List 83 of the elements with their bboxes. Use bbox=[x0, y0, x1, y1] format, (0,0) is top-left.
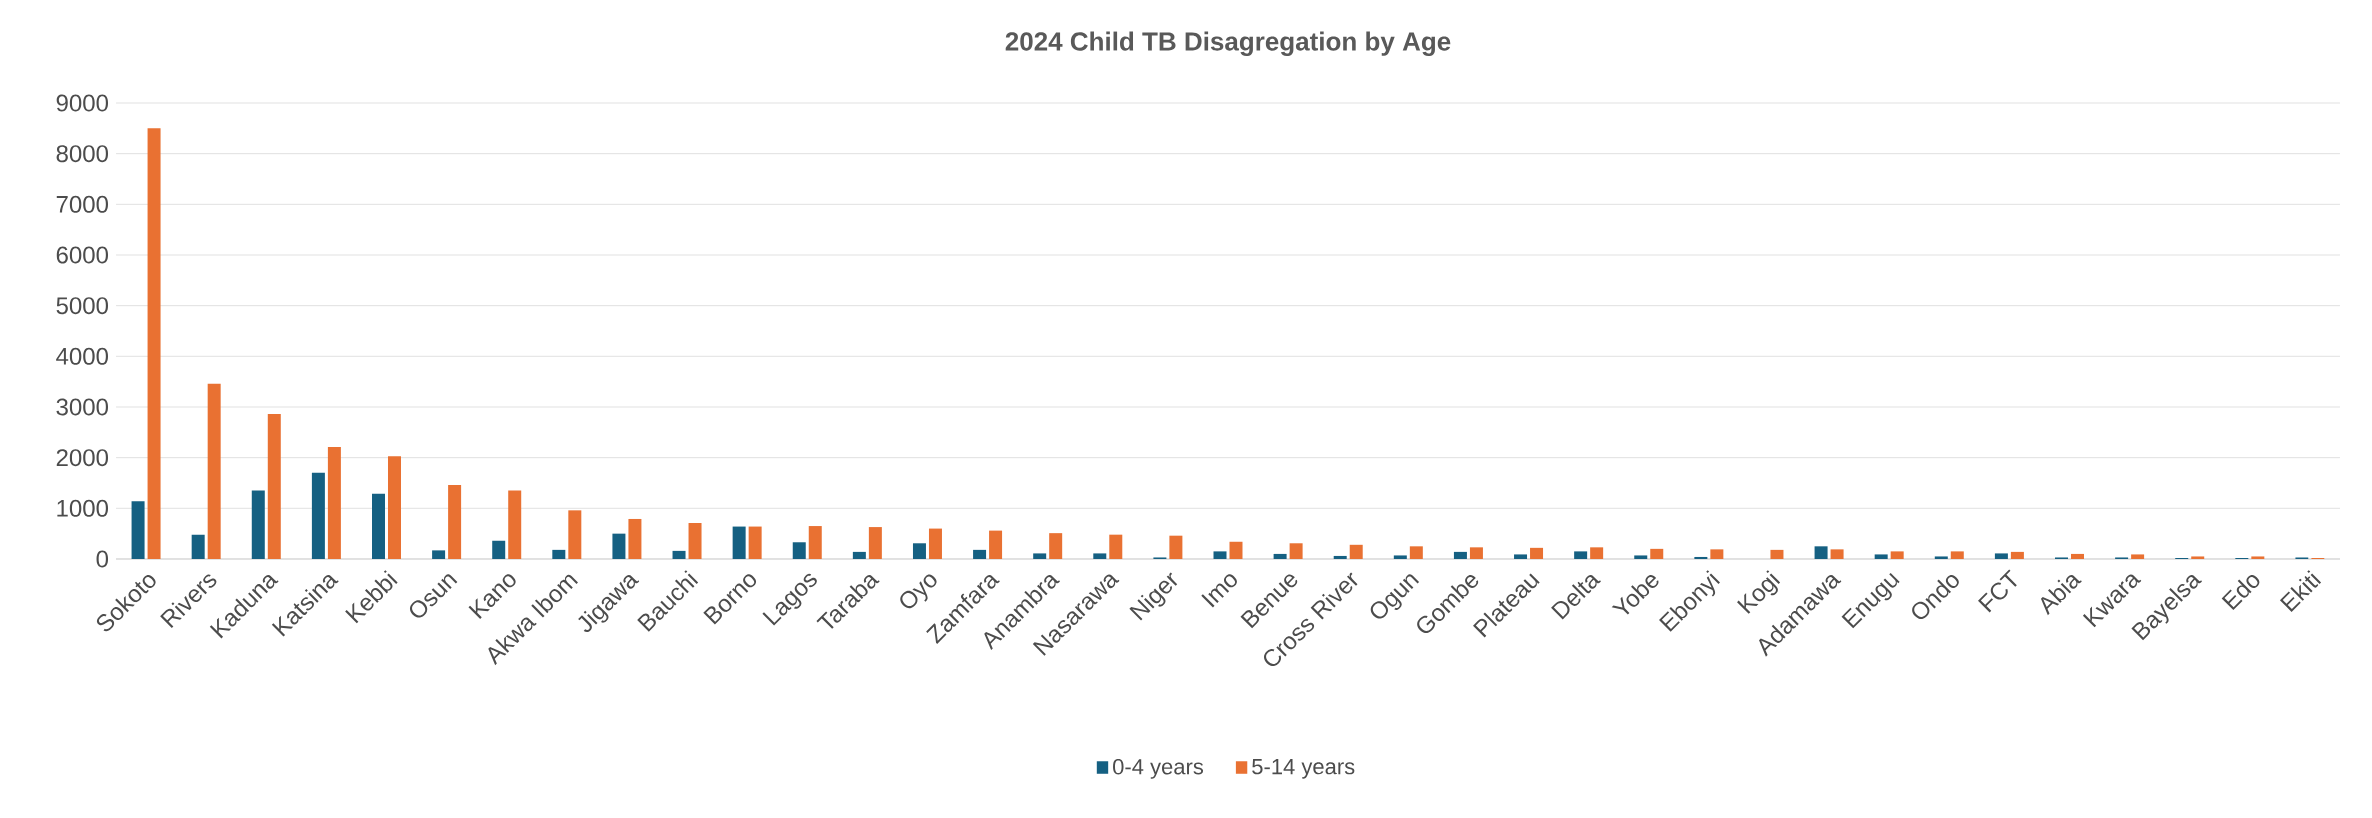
y-tick-label: 1000 bbox=[57, 499, 109, 517]
chart-title: 2024 Child TB Disagregation by Age bbox=[1005, 31, 1451, 56]
bar bbox=[372, 493, 385, 559]
bar bbox=[1890, 551, 1904, 559]
bar bbox=[2010, 551, 2024, 559]
bar bbox=[1530, 547, 1544, 559]
bar bbox=[1710, 549, 1724, 559]
bar bbox=[432, 550, 446, 559]
bar bbox=[1333, 555, 1347, 559]
bar bbox=[1169, 535, 1183, 559]
bar bbox=[568, 510, 582, 559]
y-tick-label: 7000 bbox=[56, 195, 109, 213]
bar bbox=[1574, 551, 1588, 559]
legend-label: 5-14 years bbox=[1252, 759, 1355, 779]
bar bbox=[989, 530, 1003, 559]
bar bbox=[2251, 556, 2265, 559]
bar bbox=[508, 490, 522, 559]
bar bbox=[207, 383, 221, 559]
bar bbox=[552, 549, 566, 559]
bar bbox=[1469, 547, 1483, 559]
bar bbox=[311, 472, 325, 559]
bar bbox=[1109, 534, 1123, 559]
bar bbox=[792, 542, 806, 559]
bar bbox=[448, 485, 462, 559]
y-tick-label: 3000 bbox=[56, 398, 109, 416]
bar bbox=[1770, 549, 1784, 559]
bar bbox=[1349, 544, 1363, 559]
bar bbox=[2191, 556, 2205, 559]
bar bbox=[1213, 551, 1227, 559]
y-tick-label: 6000 bbox=[56, 246, 109, 264]
y-tick-label: 2000 bbox=[56, 449, 109, 467]
bar bbox=[912, 543, 926, 559]
bar bbox=[147, 128, 161, 559]
bar bbox=[327, 447, 341, 559]
bar bbox=[1830, 549, 1844, 559]
bar bbox=[492, 540, 506, 559]
bar bbox=[928, 528, 942, 559]
bar bbox=[1093, 553, 1107, 559]
bar bbox=[1650, 548, 1664, 559]
bar bbox=[1874, 554, 1888, 559]
bar bbox=[808, 526, 822, 559]
bar bbox=[1590, 547, 1604, 559]
bar bbox=[612, 533, 626, 559]
bar bbox=[1453, 551, 1467, 559]
bar bbox=[191, 534, 205, 559]
bar bbox=[852, 551, 866, 559]
y-tick-label: 8000 bbox=[56, 145, 109, 163]
bar bbox=[1994, 553, 2008, 559]
bar bbox=[1049, 533, 1063, 559]
bar bbox=[672, 550, 686, 559]
bar bbox=[1814, 546, 1828, 559]
bar bbox=[1934, 556, 1948, 559]
y-tick-label: 4000 bbox=[56, 347, 109, 365]
bar bbox=[388, 456, 401, 559]
bar bbox=[131, 501, 145, 559]
bar bbox=[1634, 555, 1648, 559]
bar bbox=[1229, 541, 1243, 559]
x-tick-label: Abia bbox=[2040, 575, 2082, 616]
bar bbox=[1273, 553, 1287, 559]
bar bbox=[2071, 553, 2085, 559]
bar bbox=[688, 523, 702, 559]
legend-label: 0-4 years bbox=[1113, 758, 1204, 779]
bar bbox=[732, 526, 746, 559]
y-tick-label: 9000 bbox=[56, 94, 109, 112]
bar bbox=[1950, 551, 1964, 559]
x-tick-label: Imo bbox=[1201, 574, 1237, 608]
y-tick-label: 0 bbox=[96, 550, 109, 568]
y-tick-label: 5000 bbox=[56, 297, 109, 315]
bar bbox=[868, 527, 882, 559]
bar bbox=[1393, 555, 1407, 559]
x-tick-label: Yobe bbox=[1611, 575, 1659, 615]
bar bbox=[628, 518, 642, 559]
bar bbox=[2131, 554, 2145, 559]
bar bbox=[973, 549, 987, 559]
bar bbox=[1514, 554, 1528, 559]
bar bbox=[267, 414, 281, 559]
bar bbox=[251, 490, 265, 559]
bar bbox=[1694, 556, 1708, 559]
bar bbox=[1409, 546, 1423, 559]
bar bbox=[1289, 543, 1303, 559]
bar bbox=[1033, 553, 1047, 559]
bar bbox=[748, 526, 762, 559]
x-tick-label: Edo bbox=[2221, 574, 2260, 611]
